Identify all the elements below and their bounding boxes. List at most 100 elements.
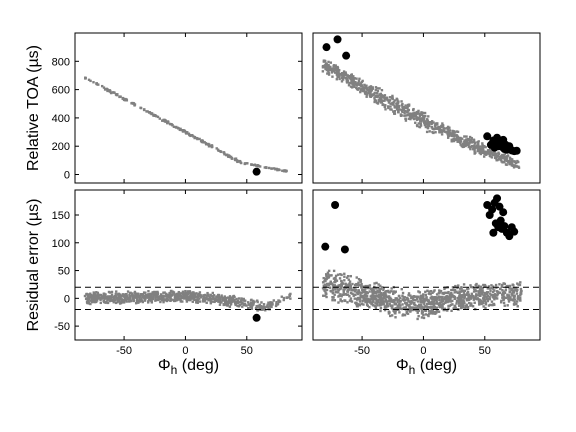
data-point	[172, 125, 176, 128]
data-point	[189, 292, 192, 295]
data-point	[415, 124, 419, 127]
data-point	[371, 293, 374, 296]
data-point	[321, 70, 325, 73]
data-point	[352, 75, 355, 78]
data-point	[383, 292, 387, 295]
data-point	[411, 301, 414, 304]
data-point	[342, 293, 345, 296]
data-point	[113, 298, 116, 301]
data-point	[349, 274, 352, 278]
data-point	[481, 146, 484, 150]
data-point	[372, 287, 375, 290]
data-point	[255, 164, 258, 167]
data-point	[122, 98, 126, 102]
data-point	[473, 147, 476, 151]
data-point	[378, 87, 381, 90]
data-point	[139, 299, 142, 303]
data-point	[336, 73, 339, 76]
data-point	[327, 60, 330, 64]
data-point	[475, 282, 478, 286]
data-point	[414, 304, 417, 307]
data-point	[135, 295, 138, 299]
data-point	[124, 294, 128, 298]
data-point	[441, 124, 445, 128]
data-point	[428, 302, 431, 306]
data-point	[474, 151, 477, 154]
data-point	[331, 201, 340, 209]
data-point	[330, 290, 333, 293]
data-point	[481, 290, 484, 294]
axes-frame	[74, 32, 303, 184]
data-point	[406, 309, 410, 312]
data-point	[403, 114, 406, 117]
data-point	[333, 293, 336, 296]
data-point	[348, 294, 351, 298]
data-point	[494, 152, 497, 155]
data-point	[453, 297, 456, 300]
data-point	[241, 305, 244, 308]
data-point	[208, 144, 211, 148]
data-point	[488, 205, 497, 214]
data-point	[427, 115, 430, 118]
data-point	[351, 292, 354, 295]
data-point	[99, 293, 103, 297]
data-point	[102, 300, 106, 304]
data-point	[382, 293, 385, 296]
data-point	[430, 302, 433, 306]
data-point	[427, 312, 431, 315]
data-point	[368, 286, 371, 290]
data-point	[480, 302, 483, 306]
data-point	[155, 290, 158, 294]
data-point	[281, 169, 284, 172]
data-point	[371, 86, 374, 89]
data-point	[206, 294, 209, 297]
data-point	[154, 297, 157, 300]
panel-top-right	[312, 32, 541, 184]
data-point	[392, 298, 395, 302]
data-point	[402, 295, 405, 299]
data-point	[113, 295, 116, 298]
data-point	[407, 117, 411, 120]
data-point	[321, 242, 330, 251]
data-point	[349, 297, 353, 300]
data-point	[358, 303, 361, 306]
data-point	[402, 298, 405, 301]
data-point	[419, 124, 423, 127]
data-point	[460, 286, 463, 289]
data-point	[503, 291, 507, 295]
data-point	[288, 293, 291, 297]
data-point	[434, 127, 438, 130]
data-point	[175, 292, 179, 296]
data-point	[108, 291, 112, 294]
data-point	[282, 169, 286, 173]
data-point	[484, 303, 488, 306]
data-point	[143, 299, 147, 302]
data-point	[83, 294, 87, 298]
data-point	[497, 151, 500, 154]
data-point	[479, 285, 483, 288]
data-point	[179, 292, 183, 295]
data-point	[401, 291, 405, 295]
data-point	[422, 114, 425, 118]
data-point	[398, 307, 402, 310]
data-point	[373, 100, 376, 104]
data-point	[437, 310, 441, 313]
data-point	[476, 286, 479, 289]
data-point	[418, 114, 422, 118]
data-point	[335, 78, 339, 81]
data-point	[496, 290, 499, 293]
data-point	[485, 153, 488, 156]
data-point	[426, 289, 429, 292]
y-tick-label: 600	[52, 85, 70, 97]
data-point	[106, 301, 110, 304]
data-point	[409, 116, 413, 119]
data-point	[334, 274, 338, 278]
data-point	[454, 284, 457, 288]
data-point	[406, 312, 410, 315]
data-point	[510, 162, 514, 166]
data-point	[131, 102, 135, 105]
data-point	[424, 299, 427, 302]
data-point	[460, 295, 463, 299]
data-point	[373, 290, 377, 293]
data-point	[489, 289, 492, 292]
